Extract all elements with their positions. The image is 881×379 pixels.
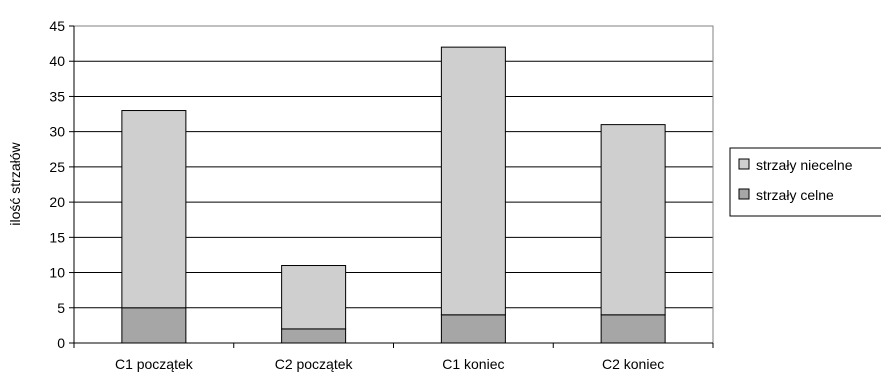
y-tick-label: 25 xyxy=(49,159,65,175)
axes xyxy=(69,25,714,348)
x-tick-label: C1 koniec xyxy=(442,356,504,372)
x-tick-label: C2 początek xyxy=(275,356,354,372)
y-tick-label: 10 xyxy=(49,265,65,281)
y-axis-title: ilość strzałów xyxy=(7,141,23,225)
y-tick-label: 5 xyxy=(57,300,65,316)
bar-segment xyxy=(281,265,347,330)
x-tick-label: C2 koniec xyxy=(602,356,664,372)
y-tick-label: 40 xyxy=(49,53,65,69)
y-tick-label: 30 xyxy=(49,124,65,140)
y-tick-labels: 0 5 10 15 20 25 30 35 40 45 xyxy=(49,18,65,351)
y-tick-label: 45 xyxy=(49,18,65,34)
legend-swatch xyxy=(738,188,750,200)
legend-box xyxy=(729,147,881,217)
y-tick-label: 15 xyxy=(49,229,65,245)
x-tick-labels: C1 początek C2 początek C1 koniec C2 koniec xyxy=(115,356,664,372)
legend-label: strzały celne xyxy=(756,187,834,203)
bar-segment xyxy=(600,314,666,344)
bar-segment xyxy=(281,328,347,344)
bar-segment xyxy=(440,46,506,316)
bar-segment xyxy=(121,307,187,344)
y-tick-label: 20 xyxy=(49,194,65,210)
bar-segment xyxy=(600,124,666,316)
x-tick-label: C1 początek xyxy=(115,356,194,372)
bar-segment xyxy=(121,110,187,309)
y-tick-label: 35 xyxy=(49,88,65,104)
y-tick-label: 0 xyxy=(57,335,65,351)
legend: strzały niecelne strzały celne xyxy=(729,147,881,217)
legend-label: strzały niecelne xyxy=(756,157,853,173)
bar-segment xyxy=(440,314,506,344)
legend-swatch xyxy=(738,158,750,170)
bars xyxy=(121,46,666,344)
